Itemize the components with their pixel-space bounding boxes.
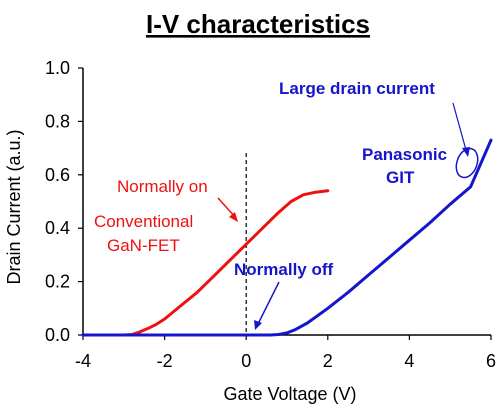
y-tick-label: 0.4 [45,218,70,238]
x-tick-label: 2 [323,351,333,371]
tick-labels: 0.0 0.2 0.4 0.6 0.8 1.0 -4 -2 0 2 4 6 [45,58,496,371]
y-tick-label: 0.0 [45,325,70,345]
y-tick-label: 0.8 [45,111,70,131]
y-tick-label: 0.2 [45,272,70,292]
series-line-conventional [81,189,330,337]
annotation-conventional: Conventional [94,212,193,231]
axes [78,67,492,340]
y-axis-label: Drain Current (a.u.) [4,129,24,284]
x-tick-label: 0 [241,351,251,371]
x-tick-label: -4 [75,351,91,371]
arrow-normally-on [217,197,238,222]
annotation-git: GIT [386,168,415,187]
callout-large-drain-current [452,102,479,179]
x-tick-label: 6 [486,351,496,371]
annotation-large-drain-current: Large drain current [279,79,435,98]
y-tick-label: 0.6 [45,165,70,185]
annotation-gan-fet: GaN-FET [107,236,180,255]
annotation-panasonic: Panasonic [362,145,447,164]
arrow-normally-off [254,281,280,330]
chart-title: I-V characteristics [146,9,370,39]
annotation-normally-off: Normally off [234,260,334,279]
x-tick-label: -2 [157,351,173,371]
series-line-panasonic [81,138,493,337]
series-group [81,138,493,337]
y-tick-label: 1.0 [45,58,70,78]
x-axis-label: Gate Voltage (V) [223,384,356,404]
annotation-normally-on: Normally on [117,177,208,196]
x-tick-label: 4 [404,351,414,371]
